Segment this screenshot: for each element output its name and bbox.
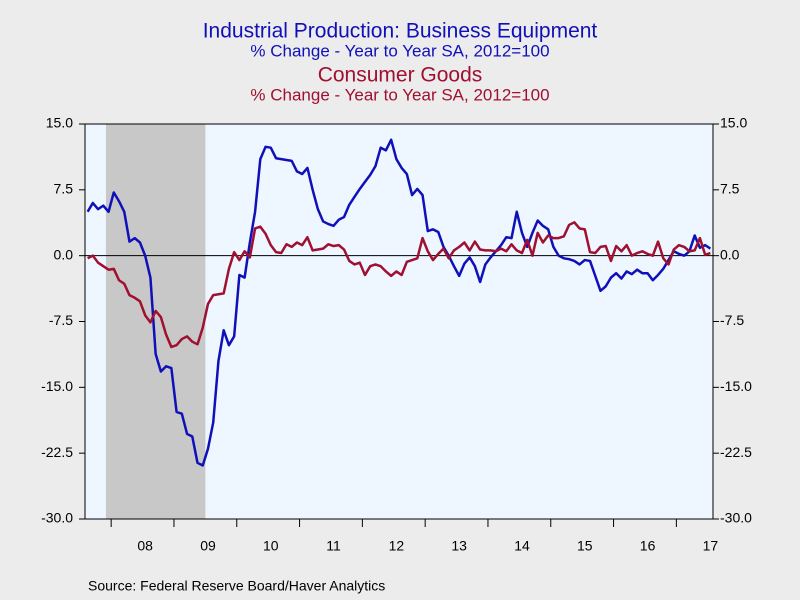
chart-subtitle: % Change - Year to Year SA, 2012=100 [250,41,549,60]
x-tick-label: 09 [200,538,216,554]
x-tick-label: 08 [137,538,153,554]
series-line [87,221,711,349]
y-tick-label: 0.0 [54,246,74,262]
x-tick-label: 13 [451,538,467,554]
x-tick-label: 11 [326,538,341,554]
chart-title: Consumer Goods [318,64,483,87]
chart-title: Industrial Production: Business Equipmen… [203,20,598,43]
x-tick-label: 10 [263,538,279,554]
y2-tick-label: -30.0 [720,510,752,526]
chart-subtitle: % Change - Year to Year SA, 2012=100 [250,85,549,104]
y2-tick-label: -15.0 [720,378,752,394]
x-tick-label: 12 [389,538,405,554]
y2-tick-label: -22.5 [720,444,752,460]
recession-shade [105,124,206,519]
y-tick-label: 7.5 [54,181,74,197]
y-tick-label: -22.5 [41,444,73,460]
y2-tick-label: -7.5 [720,312,744,328]
y2-tick-label: 7.5 [720,181,740,197]
y-tick-label: -30.0 [41,510,73,526]
source-note: Source: Federal Reserve Board/Haver Anal… [88,578,385,594]
y-tick-label: -7.5 [49,312,73,328]
y2-tick-label: 0.0 [720,246,740,262]
x-tick-label: 14 [514,538,530,554]
series-line [86,138,712,467]
y-tick-label: -15.0 [41,378,73,394]
y2-tick-label: 15.0 [720,115,747,131]
x-tick-label: 15 [577,538,593,554]
y-tick-label: 15.0 [46,115,73,131]
plot-border [84,123,714,520]
x-tick-label: 16 [640,538,656,554]
x-tick-label: 17 [703,538,719,554]
